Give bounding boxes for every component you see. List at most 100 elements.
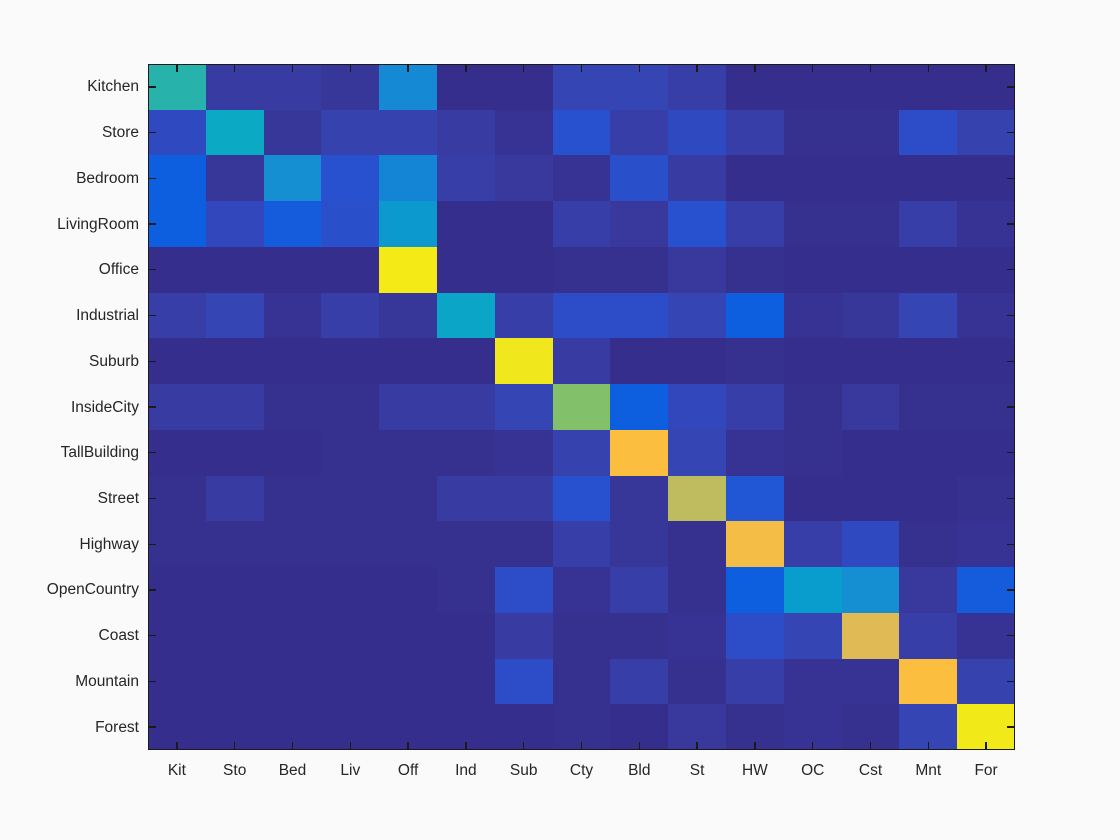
x-axis-label: Liv — [340, 762, 361, 779]
heatmap-cell — [494, 109, 553, 156]
heatmap-cell — [436, 338, 495, 385]
heatmap-cell — [610, 612, 669, 659]
heatmap-cell — [957, 384, 1015, 430]
heatmap-cell — [263, 155, 322, 202]
x-axis-label: For — [974, 762, 998, 779]
heatmap-cell — [263, 475, 322, 522]
heatmap-cell — [148, 521, 206, 568]
heatmap-cell — [783, 155, 842, 202]
heatmap-cell — [321, 612, 380, 659]
heatmap-cell — [957, 612, 1015, 659]
y-axis-label: OpenCountry — [46, 581, 139, 599]
heatmap-cell — [783, 567, 842, 613]
heatmap-cell — [610, 567, 669, 613]
heatmap-cell — [957, 64, 1015, 110]
y-axis-label: Mountain — [75, 672, 139, 690]
heatmap-cell — [725, 567, 784, 613]
heatmap-cell — [899, 201, 958, 247]
y-axis-label: LivingRoom — [57, 215, 139, 233]
heatmap-cell — [552, 201, 611, 247]
heatmap-cell — [436, 64, 495, 110]
heatmap-cell — [899, 246, 958, 293]
heatmap-cell — [205, 155, 264, 202]
heatmap-cell — [494, 201, 553, 247]
heatmap-cell — [494, 292, 553, 339]
heatmap-cell — [379, 612, 437, 659]
heatmap-cell — [668, 521, 726, 568]
heatmap-cell — [205, 292, 264, 339]
heatmap-cell — [899, 612, 958, 659]
heatmap-cell — [494, 246, 553, 293]
heatmap-cell — [552, 475, 611, 522]
heatmap-cell — [668, 155, 726, 202]
heatmap-cell — [321, 429, 380, 476]
heatmap-cell — [552, 612, 611, 659]
heatmap-cell — [321, 567, 380, 613]
heatmap-cell — [610, 246, 669, 293]
heatmap-cell — [436, 155, 495, 202]
heatmap-cell — [494, 475, 553, 522]
heatmap-cell — [899, 384, 958, 430]
heatmap-cell — [494, 64, 553, 110]
heatmap-cell — [668, 246, 726, 293]
heatmap-cell — [610, 384, 669, 430]
heatmap-cell — [725, 155, 784, 202]
heatmap-cell — [668, 109, 726, 156]
heatmap-cell — [957, 155, 1015, 202]
heatmap-cell — [841, 429, 900, 476]
heatmap-cell — [610, 658, 669, 705]
x-axis-label: Sub — [509, 762, 538, 779]
heatmap-cell — [436, 567, 495, 613]
heatmap-cell — [436, 429, 495, 476]
heatmap-cell — [494, 612, 553, 659]
heatmap-cell — [494, 338, 553, 385]
heatmap-cell — [725, 384, 784, 430]
heatmap-cell — [610, 475, 669, 522]
heatmap-cell — [379, 109, 437, 156]
heatmap-cell — [668, 704, 726, 750]
heatmap-cell — [899, 155, 958, 202]
heatmap-cell — [494, 384, 553, 430]
heatmap-cell — [321, 384, 380, 430]
heatmap-cell — [263, 109, 322, 156]
y-axis-label: Coast — [98, 627, 140, 645]
heatmap-cell — [552, 155, 611, 202]
heatmap-cell — [552, 246, 611, 293]
heatmap-cell — [610, 429, 669, 476]
heatmap-cell — [610, 704, 669, 750]
heatmap-cell — [205, 612, 264, 659]
heatmap-cell — [436, 475, 495, 522]
heatmap-cell — [783, 475, 842, 522]
heatmap-cell — [379, 567, 437, 613]
heatmap-cell — [725, 109, 784, 156]
heatmap-cell — [148, 658, 206, 705]
heatmap-cell — [899, 338, 958, 385]
heatmap-cell — [899, 109, 958, 156]
heatmap-cell — [725, 612, 784, 659]
heatmap-cell — [841, 384, 900, 430]
heatmap-cell — [321, 201, 380, 247]
x-axis-label: Kit — [167, 762, 186, 779]
heatmap-cell — [379, 429, 437, 476]
heatmap-cell — [725, 429, 784, 476]
heatmap-cell — [263, 338, 322, 385]
x-axis-label: Cty — [569, 762, 594, 779]
heatmap-cell — [552, 521, 611, 568]
heatmap-cell — [379, 384, 437, 430]
heatmap-cell — [725, 658, 784, 705]
heatmap-cell — [263, 246, 322, 293]
heatmap-cell — [841, 246, 900, 293]
heatmap-cell — [205, 567, 264, 613]
heatmap-cell — [148, 338, 206, 385]
heatmap-cell — [205, 429, 264, 476]
heatmap-cell — [263, 704, 322, 750]
heatmap-cell — [957, 292, 1015, 339]
heatmap-cell — [436, 658, 495, 705]
heatmap-cell — [263, 201, 322, 247]
heatmap-cell — [436, 612, 495, 659]
heatmap-cell — [668, 384, 726, 430]
heatmap-cell — [841, 155, 900, 202]
heatmap-cell — [148, 429, 206, 476]
heatmap-cell — [321, 155, 380, 202]
heatmap-cell — [263, 658, 322, 705]
